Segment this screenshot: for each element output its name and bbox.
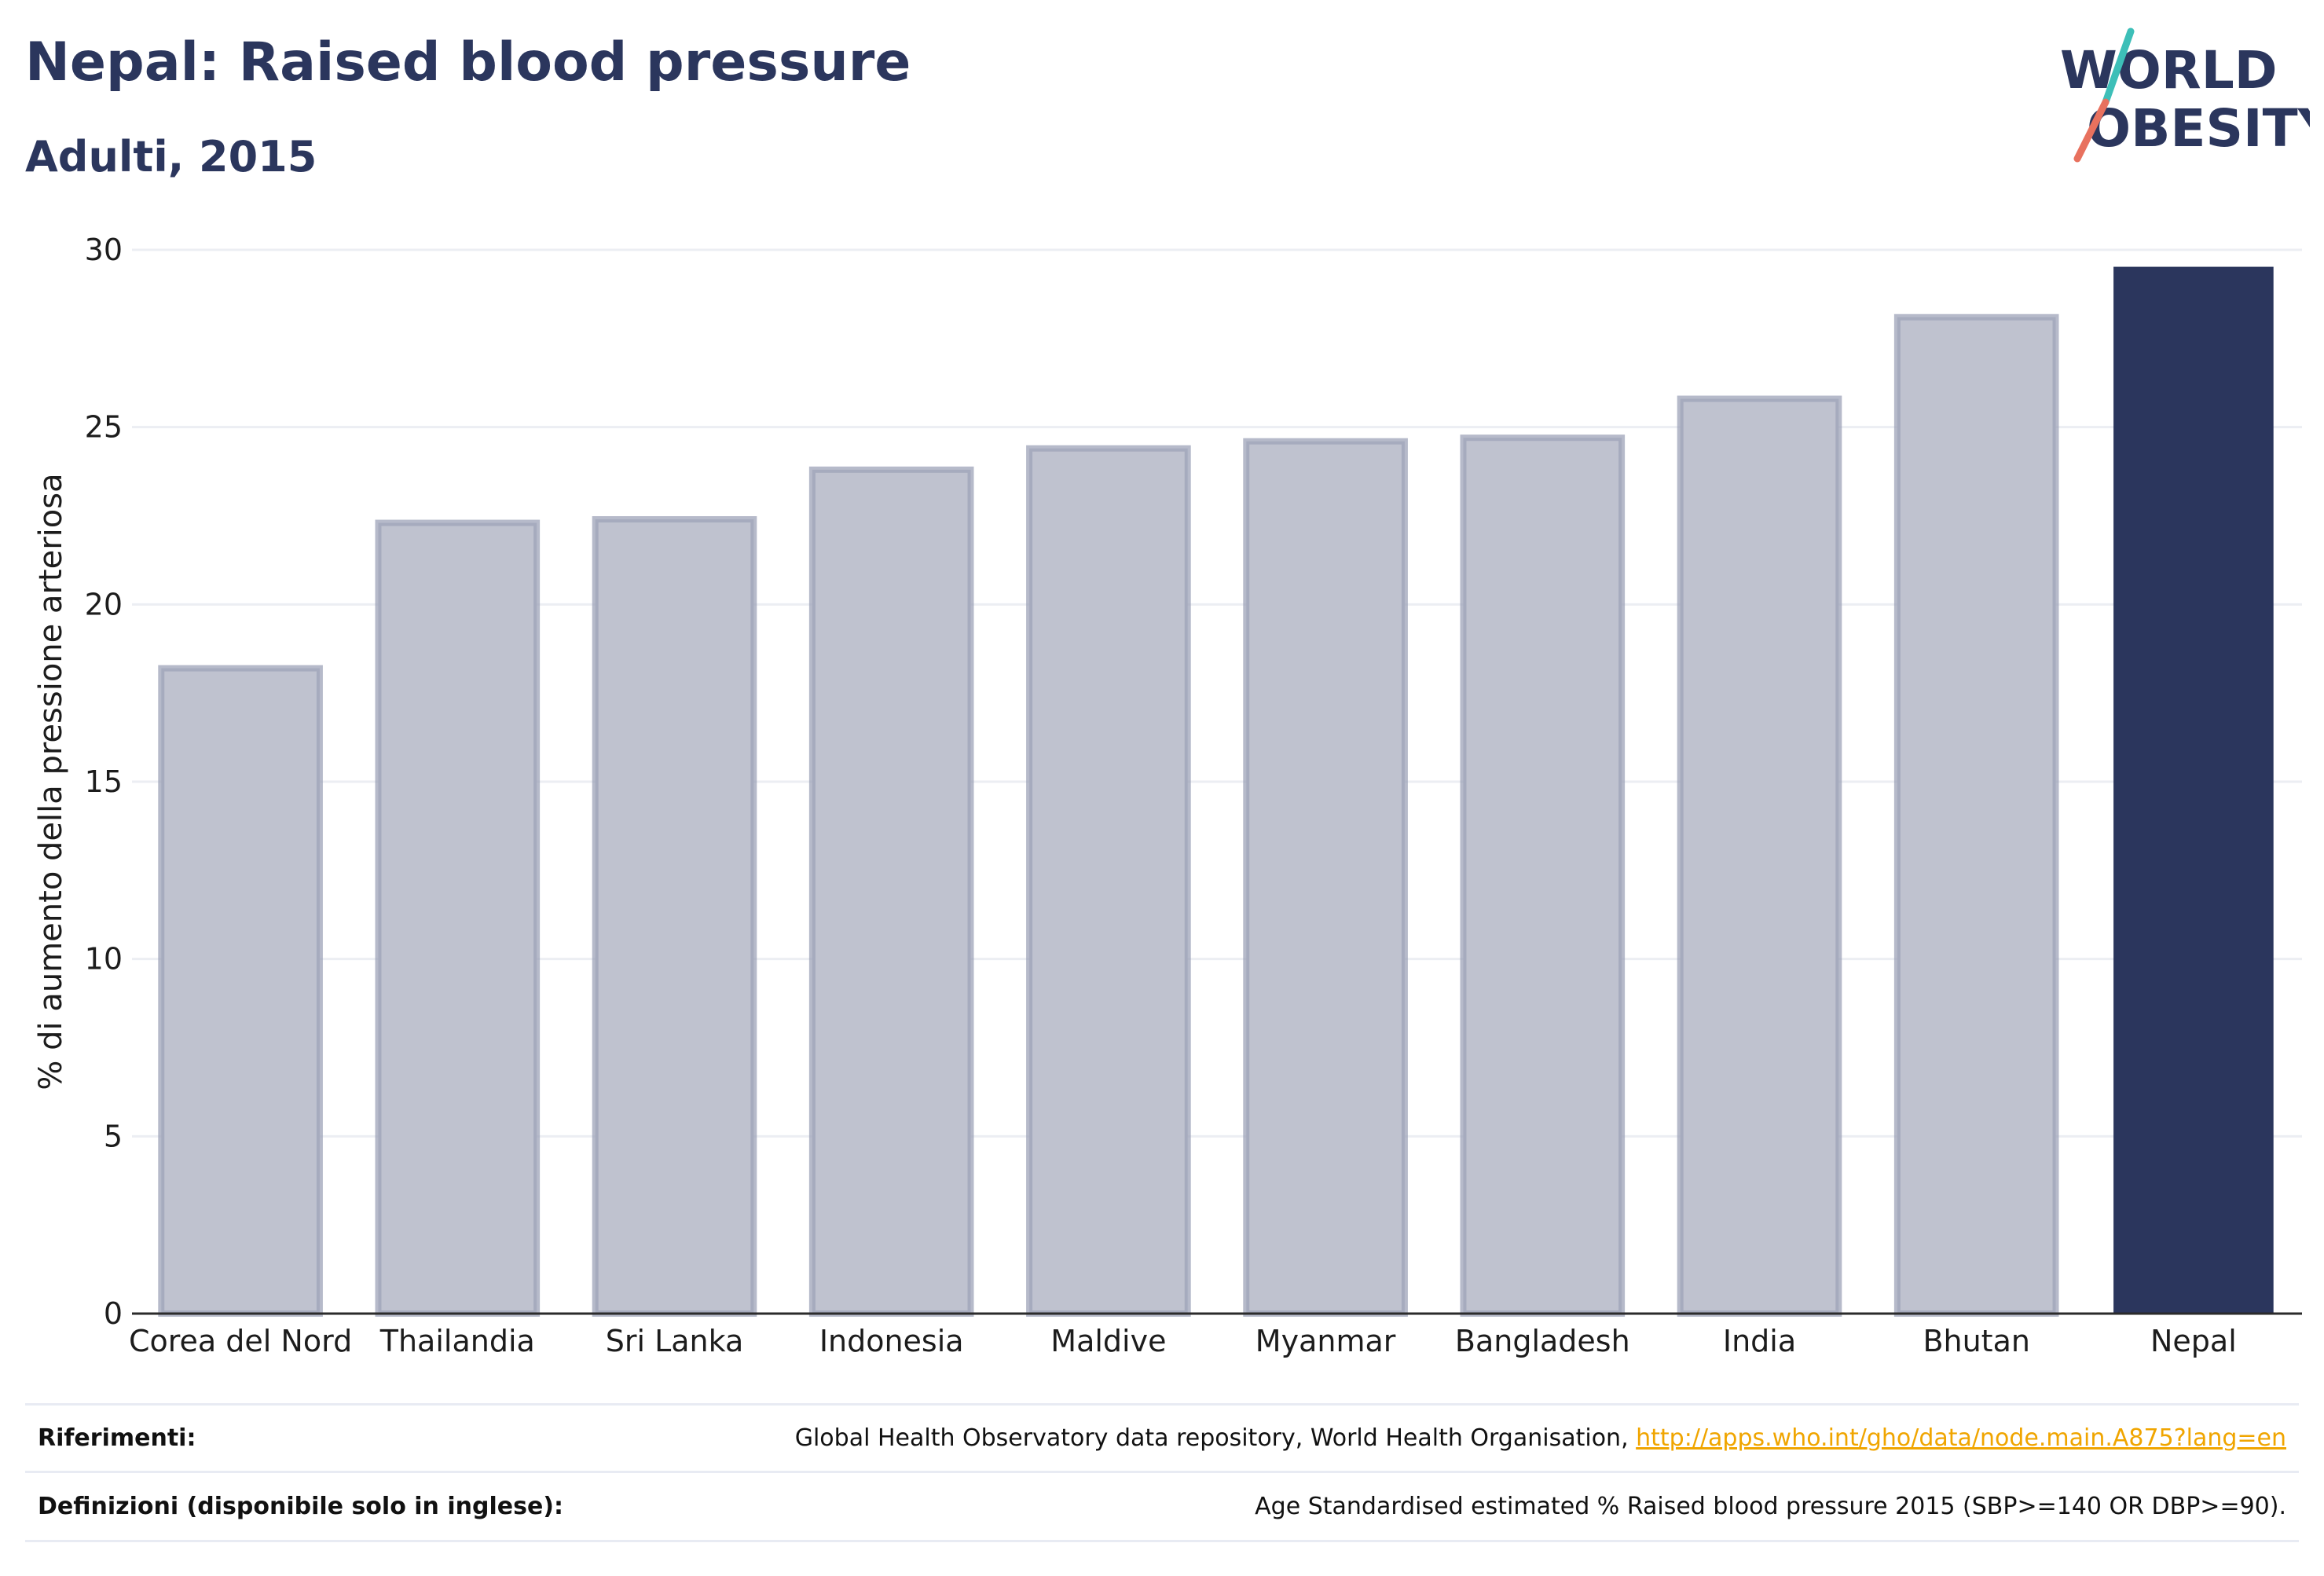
bar <box>158 665 323 1317</box>
references-row: Riferimenti: Global Health Observatory d… <box>25 1405 2299 1471</box>
chart-title: Nepal: Raised blood pressure <box>25 31 911 93</box>
x-axis-ticks: Corea del Nord Thailandia Sri Lanka Indones… <box>129 1324 2237 1358</box>
definitions-value: Age Standardised estimated % Raised bloo… <box>1255 1492 2286 1520</box>
y-axis-label: % di aumento della pressione arteriosa <box>33 473 69 1090</box>
footer-divider-bottom <box>25 1540 2299 1542</box>
y-tick-label: 15 <box>85 764 123 799</box>
logo-line2: OBESITY <box>2087 98 2310 159</box>
world-obesity-logo: WORLD OBESITY <box>2060 27 2310 163</box>
y-axis-ticks: 0 5 10 15 20 25 30 <box>85 233 123 1331</box>
y-tick-label: 10 <box>85 942 123 977</box>
x-tick-label: Nepal <box>2150 1324 2237 1358</box>
x-tick-label: Indonesia <box>819 1324 964 1358</box>
x-tick-label: Sri Lanka <box>606 1324 744 1358</box>
x-tick-label: Thailandia <box>379 1324 535 1358</box>
references-label: Riferimenti: <box>38 1424 196 1452</box>
bars <box>158 266 2274 1318</box>
bar <box>1460 434 1626 1317</box>
x-tick-label: Corea del Nord <box>129 1324 352 1358</box>
logo-slash-top <box>2102 27 2135 106</box>
references-text: Global Health Observatory data repositor… <box>794 1424 1637 1452</box>
bar <box>592 516 757 1317</box>
x-tick-label: Bhutan <box>1923 1324 2030 1358</box>
footer: Riferimenti: Global Health Observatory d… <box>25 1403 2299 1545</box>
x-tick-label: Bangladesh <box>1455 1324 1630 1358</box>
y-tick-label: 25 <box>85 410 123 445</box>
bar <box>375 519 541 1317</box>
bar <box>2113 266 2274 1315</box>
x-tick-label: Maldive <box>1050 1324 1166 1358</box>
y-tick-label: 0 <box>104 1296 123 1331</box>
logo-slash-bottom <box>2073 98 2110 163</box>
logo-line1: WORLD <box>2060 40 2278 101</box>
y-tick-label: 30 <box>85 233 123 267</box>
bar <box>1677 395 1842 1317</box>
references-link[interactable]: http://apps.who.int/gho/data/node.main.A… <box>1636 1424 2286 1452</box>
bar <box>808 466 974 1317</box>
x-tick-label: India <box>1723 1324 1796 1358</box>
x-tick-label: Myanmar <box>1255 1324 1396 1358</box>
bar <box>1243 438 1408 1317</box>
bar-chart: 0 5 10 15 20 25 30 Corea del Nord Thailandia Sri… <box>33 233 2302 1358</box>
definitions-label: Definizioni (disponibile solo in inglese… <box>38 1492 563 1520</box>
chart-subtitle: Adulti, 2015 <box>25 132 317 181</box>
footer-divider-middle <box>25 1471 2299 1473</box>
footer-divider-top <box>25 1403 2299 1406</box>
references-value: Global Health Observatory data repositor… <box>795 1424 2299 1452</box>
bar <box>1026 445 1191 1317</box>
y-tick-label: 5 <box>104 1119 123 1153</box>
bar <box>1893 313 2059 1318</box>
definitions-row: Definizioni (disponibile solo in inglese… <box>25 1473 2299 1539</box>
y-tick-label: 20 <box>85 587 123 621</box>
